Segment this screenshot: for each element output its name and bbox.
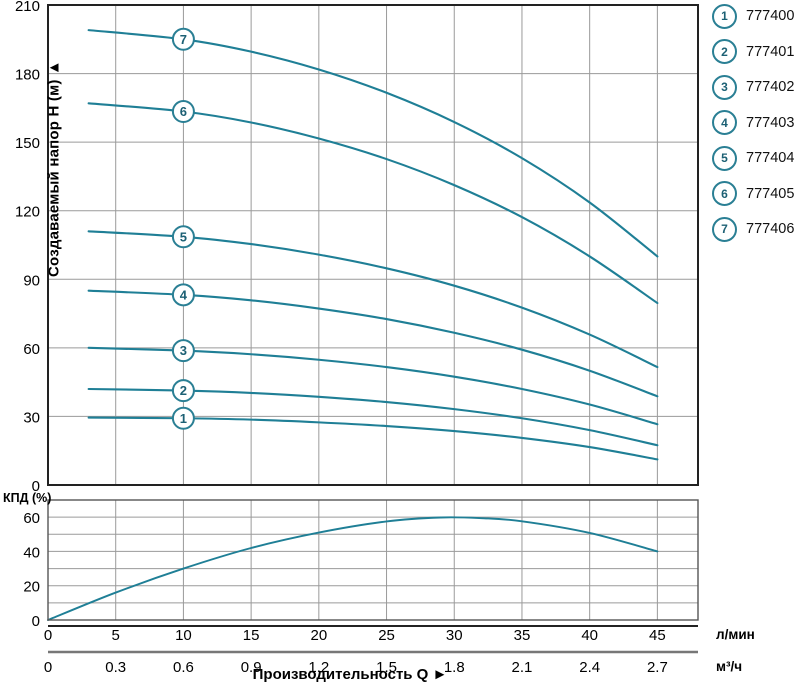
svg-text:2.7: 2.7: [647, 659, 668, 676]
efficiency-ticks: 0 20 40 60: [23, 510, 40, 630]
svg-text:120: 120: [15, 204, 40, 221]
svg-text:5: 5: [180, 229, 187, 244]
unit-label-lmin: л/мин: [716, 627, 755, 642]
svg-text:30: 30: [446, 627, 463, 644]
legend-badge-7: 7: [712, 216, 737, 242]
legend-item-777406[interactable]: 7 777406: [712, 216, 800, 242]
legend-label: 777405: [746, 185, 795, 202]
svg-text:0: 0: [32, 613, 40, 630]
svg-text:1: 1: [180, 411, 187, 426]
legend-item-777400[interactable]: 1 777400: [712, 3, 800, 29]
efficiency-axis-title: КПД (%): [3, 491, 52, 505]
efficiency-grid: [48, 500, 698, 620]
legend-item-777403[interactable]: 4 777403: [712, 110, 800, 135]
legend-badge-5: 5: [712, 145, 737, 171]
legend-label: 777400: [746, 8, 795, 24]
svg-text:0.6: 0.6: [173, 659, 194, 676]
main-grid: [48, 5, 698, 485]
x-axis-ticks-lmin: 0 5 10 15 20 25 30 35 40 45: [44, 627, 666, 644]
svg-text:0.9: 0.9: [241, 659, 262, 676]
legend: 1 777400 2 777401 3 777402 4 777403 5 777404 6 7774…: [712, 3, 800, 253]
legend-label: 777401: [746, 43, 795, 60]
legend-label: 777404: [746, 150, 795, 166]
efficiency-curve: [47, 516, 659, 621]
legend-badge-6: 6: [712, 181, 737, 206]
svg-text:60: 60: [23, 341, 40, 358]
svg-text:1.2: 1.2: [308, 659, 329, 676]
legend-badge-1: 1: [712, 3, 737, 29]
svg-text:1.8: 1.8: [444, 659, 465, 676]
svg-text:0: 0: [44, 627, 52, 644]
unit-label-m3h: м³/ч: [716, 659, 743, 674]
svg-text:150: 150: [15, 135, 40, 152]
svg-text:25: 25: [378, 627, 395, 644]
y-axis-title: Создаваемый напор H (м) ▲: [45, 60, 63, 277]
legend-item-777404[interactable]: 5 777404: [712, 145, 800, 171]
plot-frames: [47, 4, 699, 627]
legend-item-777401[interactable]: 2 777401: [712, 39, 800, 64]
svg-text:5: 5: [112, 627, 120, 644]
svg-text:6: 6: [180, 104, 187, 119]
svg-text:60: 60: [23, 510, 40, 527]
svg-text:0: 0: [44, 659, 52, 676]
svg-text:2: 2: [180, 383, 187, 398]
legend-badge-4: 4: [712, 110, 737, 135]
svg-text:15: 15: [243, 627, 260, 644]
svg-text:210: 210: [15, 0, 40, 15]
svg-text:4: 4: [180, 287, 188, 302]
svg-text:0: 0: [32, 478, 40, 495]
head-curves: [87, 29, 659, 461]
legend-label: 777403: [746, 114, 795, 131]
svg-text:0.3: 0.3: [105, 659, 126, 676]
svg-text:40: 40: [23, 544, 40, 561]
legend-badge-3: 3: [712, 74, 737, 100]
curve-badges: 1 2 3 4 5 6 7: [171, 27, 195, 430]
legend-item-777405[interactable]: 6 777405: [712, 181, 800, 206]
svg-text:2.4: 2.4: [579, 659, 600, 676]
x-axis-ticks-m3h: 0 0.3 0.6 0.9 1.2 1.5 1.8 2.1 2.4 2.7: [44, 650, 698, 676]
svg-text:3: 3: [180, 343, 187, 358]
svg-text:1.5: 1.5: [376, 659, 397, 676]
y-axis-ticks: 0 30 60 90 120 150 180 210: [15, 0, 40, 495]
svg-text:45: 45: [649, 627, 666, 644]
svg-text:30: 30: [23, 409, 40, 426]
svg-text:180: 180: [15, 67, 40, 84]
svg-text:20: 20: [23, 579, 40, 596]
legend-item-777402[interactable]: 3 777402: [712, 74, 800, 100]
x-axis-title: Производительность Q ►: [252, 666, 448, 683]
svg-text:7: 7: [180, 32, 187, 47]
legend-badge-2: 2: [712, 39, 737, 64]
svg-text:20: 20: [310, 627, 327, 644]
svg-text:35: 35: [514, 627, 531, 644]
legend-label: 777402: [746, 79, 795, 95]
svg-text:2.1: 2.1: [512, 659, 533, 676]
svg-text:40: 40: [581, 627, 598, 644]
svg-text:90: 90: [23, 272, 40, 289]
svg-text:10: 10: [175, 627, 192, 644]
legend-label: 777406: [746, 221, 795, 237]
